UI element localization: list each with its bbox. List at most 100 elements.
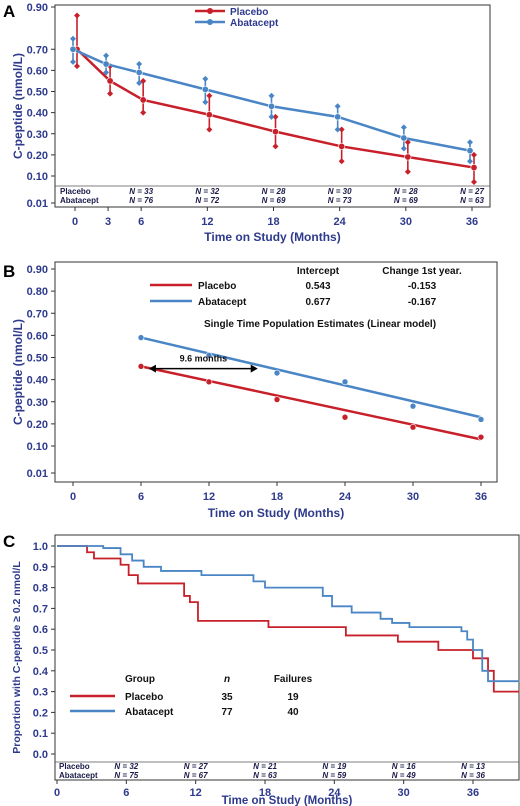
km-curve-placebo xyxy=(57,545,520,693)
error-cap xyxy=(268,113,275,120)
legend-change: -0.167 xyxy=(408,297,437,308)
x-tick-label: 36 xyxy=(466,216,478,228)
ntable-row-label: Placebo xyxy=(60,187,91,196)
legend-marker xyxy=(207,8,213,14)
ntable-cell: N = 76 xyxy=(129,196,153,205)
legend-marker xyxy=(207,19,213,25)
data-point xyxy=(404,153,412,161)
panel-a: A0.010.100.200.300.400.500.600.700.900 3 6… xyxy=(3,2,491,244)
panel-b-frame xyxy=(54,261,498,483)
legend-failures: 40 xyxy=(287,707,299,718)
error-cap xyxy=(74,63,80,70)
x-axis-title: Time on Study (Months) xyxy=(204,230,340,244)
x-tick-label: 36 xyxy=(467,787,479,799)
y-tick-label: 0.01 xyxy=(27,468,48,480)
legend-intercept: 0.543 xyxy=(305,281,330,292)
panel-b: B 0.01 0.10 0.20 0.30 0.40 0.50 0.60 0.70 0.80 0.9… xyxy=(3,261,498,520)
x-tick-label: 6 xyxy=(123,787,129,799)
ntable-cell: N = 32 xyxy=(195,187,219,196)
y-tick-label: 0.40 xyxy=(27,108,48,120)
x-tick-label: 12 xyxy=(201,216,213,228)
data-point xyxy=(102,60,110,68)
data-point xyxy=(271,128,279,136)
error-cap xyxy=(136,61,143,68)
arrow-annotation: 9.6 months xyxy=(180,354,228,364)
regression-line-placebo xyxy=(140,365,482,441)
estimate-point xyxy=(341,413,349,421)
data-point xyxy=(338,142,346,150)
data-point xyxy=(267,102,275,110)
legend-change: -0.153 xyxy=(408,281,437,292)
legend-failures: 19 xyxy=(287,692,299,703)
error-cap xyxy=(202,75,209,82)
ntable-cell: N = 69 xyxy=(262,196,286,205)
panel-b-letter: B xyxy=(3,262,15,281)
error-cap xyxy=(103,69,110,76)
error-cap xyxy=(268,92,275,99)
y-tick-label: 0.30 xyxy=(27,397,48,409)
ntable-cell: N = 21 xyxy=(253,762,277,771)
x-tick-label: 6 xyxy=(138,491,144,503)
x-tick-label: 3 xyxy=(105,216,111,228)
error-cap xyxy=(467,139,473,146)
data-point xyxy=(466,147,474,155)
ntable-cell: N = 72 xyxy=(195,196,219,205)
error-cap xyxy=(334,103,341,110)
y-tick-label: 0.10 xyxy=(27,441,48,453)
data-point xyxy=(334,113,342,121)
x-tick-label: 0 xyxy=(54,787,60,799)
error-cap xyxy=(70,58,76,65)
x-tick-label: 12 xyxy=(190,787,202,799)
y-tick-label: 0.60 xyxy=(27,65,48,77)
legend-label: Abatacept xyxy=(198,297,247,308)
error-cap xyxy=(202,99,209,106)
ntable-cell: N = 27 xyxy=(460,187,484,196)
data-point xyxy=(139,96,147,104)
error-cap xyxy=(338,158,345,165)
y-tick-label: 0.30 xyxy=(27,129,48,141)
legend-label: Placebo xyxy=(125,692,163,703)
x-tick-label: 30 xyxy=(400,216,412,228)
y-tick-label: 0.70 xyxy=(27,44,48,56)
y-tick-label: 0.3 xyxy=(33,687,48,699)
estimate-point xyxy=(273,396,281,403)
arrow-head-left xyxy=(148,364,156,373)
panel-c-frame xyxy=(54,534,520,781)
ntable-row-label: Abatacept xyxy=(59,771,98,780)
error-cap xyxy=(206,92,213,99)
arrow-head-right xyxy=(250,364,258,373)
estimate-point xyxy=(273,369,281,377)
y-tick-label: 0.4 xyxy=(33,666,49,678)
error-cap xyxy=(272,113,279,120)
x-tick-label: 36 xyxy=(475,491,487,503)
x-tick-label: 18 xyxy=(259,787,271,799)
y-tick-label: 0.60 xyxy=(27,330,48,342)
data-point xyxy=(106,77,114,85)
data-point xyxy=(201,85,209,93)
x-tick-label: 24 xyxy=(334,216,347,228)
error-cap xyxy=(400,124,407,131)
ntable-cell: N = 28 xyxy=(394,187,418,196)
legend-label: Abatacept xyxy=(125,707,174,718)
y-axis-title: C-peptide (nmol/L) xyxy=(11,53,25,159)
error-cap xyxy=(103,52,110,59)
y-tick-label: 0.8 xyxy=(33,583,48,595)
x-axis-title: Time on Study (Months) xyxy=(222,795,353,806)
ntable-row-label: Abatacept xyxy=(60,196,99,205)
error-cap xyxy=(471,151,477,158)
estimate-point xyxy=(409,423,417,431)
ntable-cell: N = 13 xyxy=(461,762,485,771)
legend-intercept: 0.677 xyxy=(305,297,330,308)
ntable-cell: N = 59 xyxy=(322,771,346,780)
estimate-point xyxy=(477,416,485,423)
ntable-cell: N = 33 xyxy=(129,187,153,196)
y-tick-label: 0.0 xyxy=(33,749,48,761)
error-cap xyxy=(136,80,143,87)
y-tick-label: 0.80 xyxy=(27,286,48,298)
y-tick-label: 0.01 xyxy=(27,198,48,210)
error-cap xyxy=(404,168,411,175)
estimate-point xyxy=(409,402,417,410)
data-point xyxy=(470,164,478,172)
regression-line-abatacept xyxy=(140,336,482,419)
